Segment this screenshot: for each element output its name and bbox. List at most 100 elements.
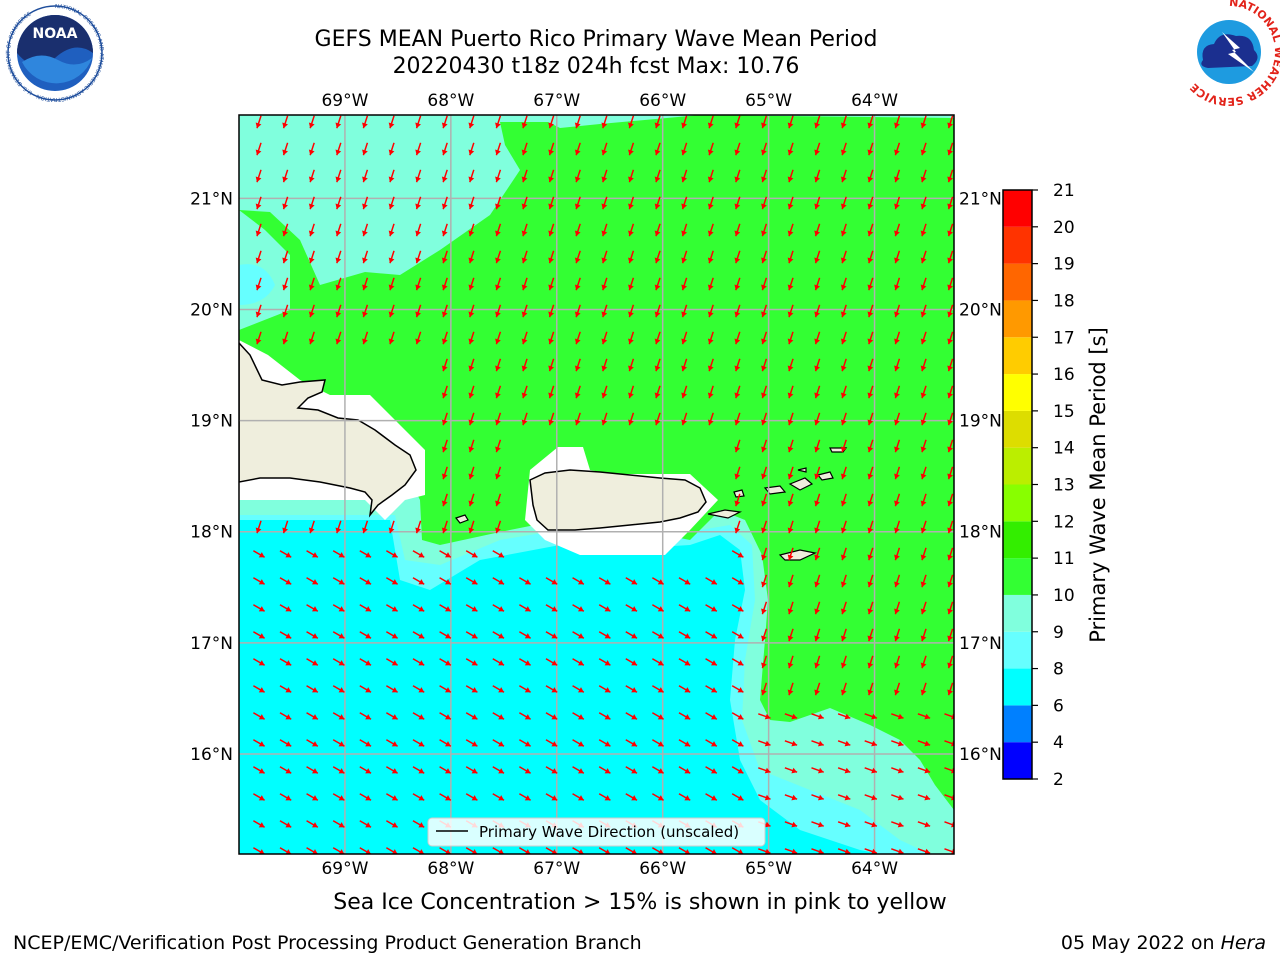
wave-direction-arrow [548,304,555,318]
wave-direction-arrow [681,331,688,345]
wave-direction-arrow [654,169,661,183]
wave-direction-arrow [814,169,821,183]
wave-direction-arrow [412,604,425,612]
wave-direction-arrow [415,304,422,318]
wave-direction-arrow [465,550,478,558]
wave-direction-arrow [601,169,608,183]
wave-direction-arrow [920,142,927,156]
wave-direction-arrow [678,685,691,693]
wave-direction-arrow [787,196,794,210]
wave-direction-arrow [441,196,448,210]
chart-title: GEFS MEAN Puerto Rico Primary Wave Mean … [314,27,878,52]
wave-direction-arrow [867,439,874,453]
wave-direction-arrow [707,169,714,183]
wave-direction-arrow [917,794,931,801]
wave-direction-arrow [628,115,635,129]
wave-direction-arrow [574,250,581,264]
wave-direction-arrow [572,604,585,612]
wave-direction-arrow [359,577,372,585]
wave-direction-arrow [758,767,771,774]
wave-direction-arrow [598,631,611,639]
wave-direction-arrow [761,277,768,291]
wave-direction-arrow [920,277,927,291]
wave-direction-arrow [894,277,901,291]
colorbar-tick-label: 8 [1053,660,1064,680]
wave-direction-arrow [707,331,714,345]
wave-direction-arrow [840,169,847,183]
wave-direction-arrow [335,277,342,291]
wave-direction-arrow [255,304,262,318]
wave-direction-arrow [415,196,422,210]
wave-direction-arrow [439,712,452,720]
wave-direction-arrow [308,142,315,156]
wave-direction-arrow [947,142,954,156]
colorbar-bin [1003,484,1032,522]
wave-direction-arrow [840,655,847,669]
wave-direction-arrow [495,358,502,372]
wave-direction-arrow [947,547,954,561]
wave-direction-arrow [332,631,345,639]
wave-direction-arrow [492,658,505,666]
wave-direction-arrow [492,604,505,612]
wave-direction-arrow [784,713,798,720]
wave-direction-arrow [572,712,585,720]
wave-direction-arrow [282,142,289,156]
wave-direction-arrow [840,601,847,615]
wave-direction-arrow [681,277,688,291]
wave-direction-arrow [468,358,475,372]
wave-direction-arrow [412,847,425,854]
wave-direction-arrow [332,550,345,558]
wave-direction-arrow [894,466,901,480]
wave-direction-arrow [279,550,292,558]
wave-direction-arrow [441,331,448,345]
wave-direction-arrow [468,115,475,129]
wave-direction-arrow [787,358,794,372]
wave-direction-arrow [545,577,558,585]
wave-direction-arrow [761,385,768,399]
wave-direction-arrow [787,169,794,183]
wave-direction-arrow [787,115,794,129]
x-tick-label-bottom: 65°W [745,859,792,879]
wave-direction-arrow [917,767,931,774]
colorbar-bin [1003,631,1032,669]
colorbar-bin [1003,374,1032,411]
wave-direction-arrow [944,740,954,747]
wave-direction-arrow [572,577,585,585]
wave-direction-arrow [867,115,874,129]
wave-direction-arrow [734,250,741,264]
wave-direction-arrow [920,466,927,480]
wave-direction-arrow [917,740,931,747]
wave-direction-arrow [678,847,691,854]
wave-direction-arrow [894,682,901,696]
wave-direction-arrow [651,766,665,774]
wave-direction-arrow [625,766,638,774]
wave-direction-arrow [282,277,289,291]
wave-direction-arrow [279,766,292,774]
wave-direction-arrow [306,847,319,854]
wave-direction-arrow [282,331,289,345]
wave-direction-arrow [495,250,502,264]
wave-direction-arrow [598,658,611,666]
wave-direction-arrow [894,520,901,534]
wave-direction-arrow [891,713,904,720]
wave-direction-arrow [947,493,954,507]
wave-direction-arrow [787,520,794,534]
wave-direction-arrow [574,412,581,426]
wave-direction-arrow [468,277,475,291]
wave-direction-arrow [734,115,741,129]
wave-direction-arrow [465,604,478,612]
wave-direction-arrow [255,277,262,291]
wave-direction-arrow [601,385,608,399]
wave-direction-arrow [359,712,372,720]
wave-direction-arrow [362,304,369,318]
wave-direction-arrow [894,412,901,426]
wave-direction-arrow [625,739,638,747]
wave-direction-arrow [784,767,798,774]
y-tick-label-right: 17°N [959,634,1002,654]
wave-direction-arrow [362,277,369,291]
wave-direction-arrow [920,574,927,588]
wave-direction-arrow [787,250,794,264]
wave-direction-arrow [867,682,874,696]
y-tick-label-right: 19°N [959,412,1002,432]
